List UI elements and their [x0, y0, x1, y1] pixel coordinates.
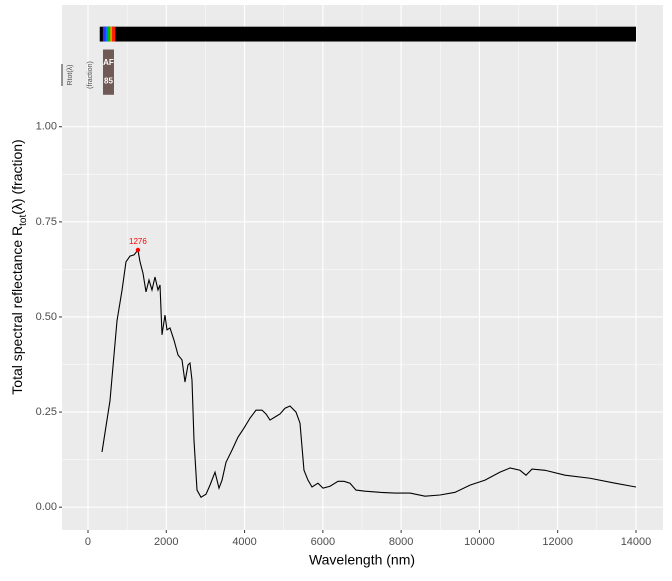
x-tick-label: 14000	[621, 536, 652, 548]
x-tick-label: 8000	[389, 536, 413, 548]
x-tick-label: 2000	[154, 536, 178, 548]
y-tick-label: 0.50	[36, 311, 57, 323]
waveband-box	[102, 49, 114, 95]
peak-label: 1276	[129, 237, 147, 246]
y-tick-label: 0.75	[36, 216, 57, 228]
y-axis-title: Total spectral reflectance Rtot(λ) (frac…	[9, 139, 29, 394]
x-axis-title: Wavelength (nm)	[309, 552, 415, 568]
x-tick-label: 6000	[311, 536, 335, 548]
waveband	[105, 26, 108, 42]
x-tick-label: 0	[85, 536, 91, 548]
waveband	[99, 26, 636, 42]
x-tick-label: 4000	[232, 536, 256, 548]
waveband-label: 85	[104, 76, 113, 85]
y-tick-label: 0.00	[36, 501, 57, 513]
waveband-label: AF	[103, 58, 114, 67]
legend-label: (fraction)	[87, 61, 94, 89]
legend-label: Rtot(λ)	[67, 65, 74, 86]
panel	[62, 5, 663, 530]
y-tick-label: 0.25	[36, 406, 57, 418]
waveband	[102, 26, 106, 42]
x-tick-label: 12000	[542, 536, 573, 548]
waveband	[111, 26, 116, 42]
waveband	[110, 26, 112, 42]
x-tick-label: 10000	[464, 536, 495, 548]
line	[101, 248, 637, 499]
y-title-main: Total spectral reflectance R	[9, 226, 25, 395]
y-title-tail: (λ) (fraction)	[9, 139, 25, 214]
y-tick-label: 1.00	[36, 121, 57, 133]
y-title-sub: tot	[18, 215, 29, 226]
waveband	[107, 26, 111, 42]
peak-point	[135, 247, 141, 253]
